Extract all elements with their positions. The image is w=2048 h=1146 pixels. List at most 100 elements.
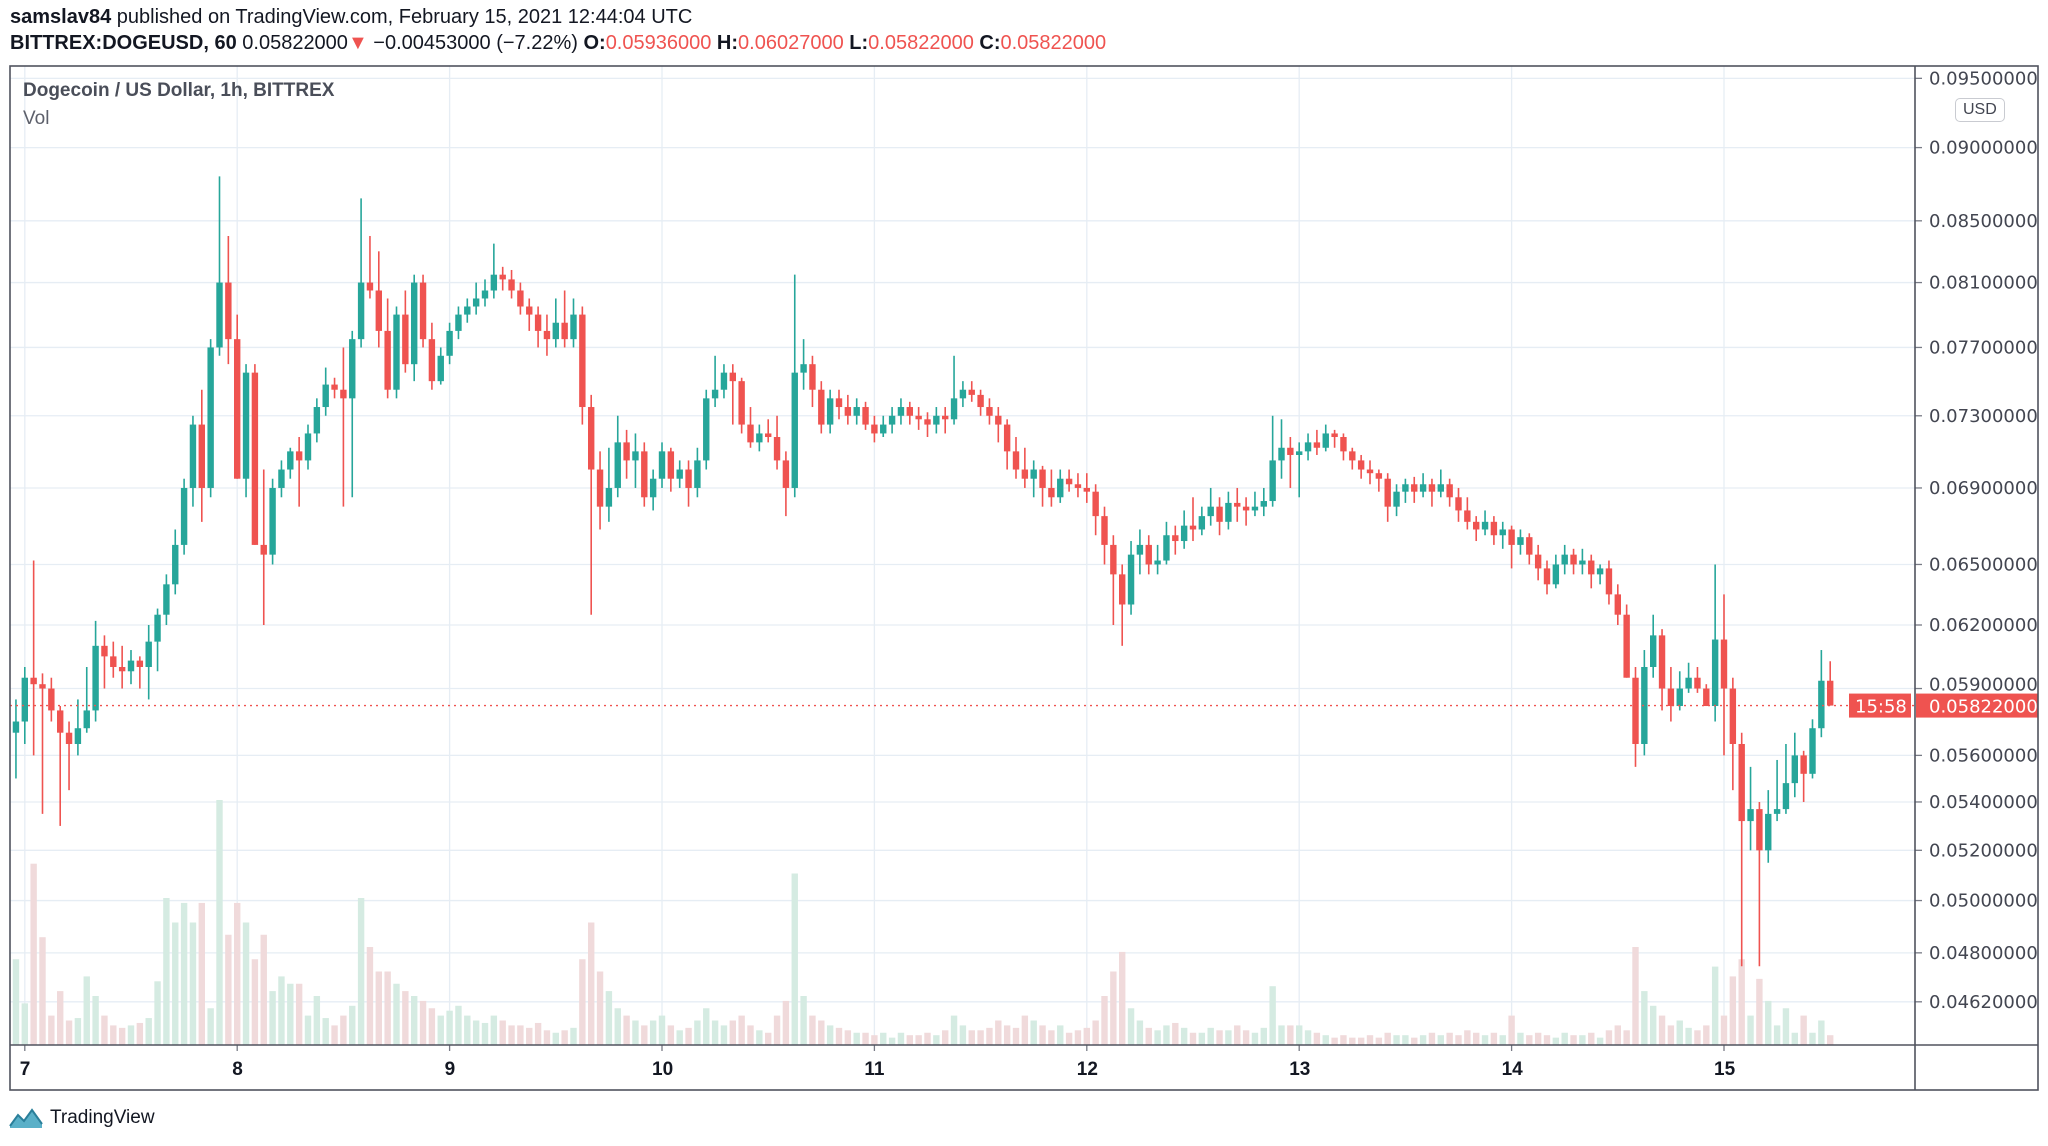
candle-body[interactable] xyxy=(552,322,559,340)
candle-body[interactable] xyxy=(1490,521,1498,536)
candle-body[interactable] xyxy=(490,274,498,291)
candle-body[interactable] xyxy=(57,710,64,733)
candle-body[interactable] xyxy=(1357,460,1365,470)
candle-body[interactable] xyxy=(1225,502,1232,522)
candle-body[interactable] xyxy=(1154,560,1161,565)
candle-body[interactable] xyxy=(1296,451,1303,455)
candle-body[interactable] xyxy=(1694,677,1701,689)
candle-body[interactable] xyxy=(738,381,745,425)
candle-body[interactable] xyxy=(446,330,453,356)
candle-body[interactable] xyxy=(1189,525,1197,530)
candle-body[interactable] xyxy=(756,433,763,443)
candle-body[interactable] xyxy=(765,433,772,438)
candle-body[interactable] xyxy=(526,306,533,315)
candle-body[interactable] xyxy=(1349,451,1356,461)
candle-body[interactable] xyxy=(773,437,781,461)
candle-body[interactable] xyxy=(508,279,515,291)
candle-body[interactable] xyxy=(1809,728,1816,774)
candle-body[interactable] xyxy=(295,451,303,461)
candle-body[interactable] xyxy=(995,415,1002,425)
candle-body[interactable] xyxy=(1623,614,1630,678)
candle-body[interactable] xyxy=(596,469,604,507)
candle-body[interactable] xyxy=(74,728,82,744)
candle-body[interactable] xyxy=(1163,535,1170,561)
candle-body[interactable] xyxy=(1588,560,1595,575)
candle-body[interactable] xyxy=(278,469,285,488)
candle-body[interactable] xyxy=(428,339,436,382)
candle-body[interactable] xyxy=(234,339,241,479)
candle-body[interactable] xyxy=(1632,677,1639,744)
candle-body[interactable] xyxy=(1446,484,1453,498)
candle-body[interactable] xyxy=(729,372,736,382)
candle-body[interactable] xyxy=(641,451,648,498)
candle-body[interactable] xyxy=(189,424,197,488)
candle-body[interactable] xyxy=(1180,525,1188,542)
candle-body[interactable] xyxy=(366,282,374,291)
candle-body[interactable] xyxy=(110,656,117,668)
candle-body[interactable] xyxy=(1455,497,1462,511)
candle-body[interactable] xyxy=(1596,568,1604,575)
candle-body[interactable] xyxy=(1313,442,1321,448)
candle-body[interactable] xyxy=(48,688,55,711)
candle-body[interactable] xyxy=(942,415,949,420)
candle-body[interactable] xyxy=(1508,529,1515,545)
candle-body[interactable] xyxy=(632,451,639,461)
candle-body[interactable] xyxy=(782,460,790,488)
candle-body[interactable] xyxy=(1641,667,1648,744)
candle-body[interactable] xyxy=(127,660,135,672)
candle-body[interactable] xyxy=(464,306,471,315)
candle-body[interactable] xyxy=(862,407,869,425)
candle-body[interactable] xyxy=(579,314,586,408)
candle-body[interactable] xyxy=(340,389,347,399)
candle-body[interactable] xyxy=(65,732,73,744)
candle-body[interactable] xyxy=(791,372,798,488)
candle-body[interactable] xyxy=(499,274,506,280)
candle-body[interactable] xyxy=(145,641,152,668)
candle-body[interactable] xyxy=(1818,680,1825,729)
candle-body[interactable] xyxy=(1650,635,1657,668)
candle-body[interactable] xyxy=(1499,529,1506,536)
candle-body[interactable] xyxy=(1039,469,1046,488)
candle-body[interactable] xyxy=(411,282,418,365)
candle-body[interactable] xyxy=(21,677,28,722)
candle-body[interactable] xyxy=(1234,502,1241,507)
candle-body[interactable] xyxy=(1667,688,1675,707)
candle-body[interactable] xyxy=(1827,680,1834,706)
candle-body[interactable] xyxy=(1402,484,1409,492)
candle-body[interactable] xyxy=(1065,478,1073,485)
candle-body[interactable] xyxy=(331,384,338,390)
candle-body[interactable] xyxy=(906,407,913,416)
candle-body[interactable] xyxy=(101,645,108,657)
candle-body[interactable] xyxy=(800,364,807,373)
candle-body[interactable] xyxy=(1340,437,1347,452)
candle-body[interactable] xyxy=(1605,568,1613,595)
candle-body[interactable] xyxy=(1331,433,1338,438)
candle-body[interactable] xyxy=(517,290,524,307)
candle-body[interactable] xyxy=(1756,809,1763,851)
candle-body[interactable] xyxy=(623,442,630,461)
author-name[interactable]: samslav84 xyxy=(10,6,112,28)
candle-body[interactable] xyxy=(1092,491,1099,517)
candle-body[interactable] xyxy=(269,487,276,555)
candle-body[interactable] xyxy=(561,322,568,340)
candle-body[interactable] xyxy=(1614,594,1621,615)
candle-body[interactable] xyxy=(1579,560,1586,565)
candle-body[interactable] xyxy=(1083,487,1090,492)
candle-body[interactable] xyxy=(163,584,170,615)
candle-body[interactable] xyxy=(977,394,984,408)
candle-body[interactable] xyxy=(118,667,126,672)
candle-body[interactable] xyxy=(455,314,462,331)
candle-body[interactable] xyxy=(880,424,887,434)
candle-body[interactable] xyxy=(349,339,356,399)
candle-body[interactable] xyxy=(1782,783,1790,810)
candle-body[interactable] xyxy=(92,645,99,711)
candle-body[interactable] xyxy=(472,298,480,307)
candle-body[interactable] xyxy=(1287,447,1294,455)
candle-body[interactable] xyxy=(1012,451,1020,470)
candle-body[interactable] xyxy=(1030,469,1037,479)
candle-body[interactable] xyxy=(933,415,940,425)
candle-body[interactable] xyxy=(649,478,657,498)
candle-body[interactable] xyxy=(136,660,144,668)
candle-body[interactable] xyxy=(826,398,834,425)
candle-body[interactable] xyxy=(888,415,896,425)
